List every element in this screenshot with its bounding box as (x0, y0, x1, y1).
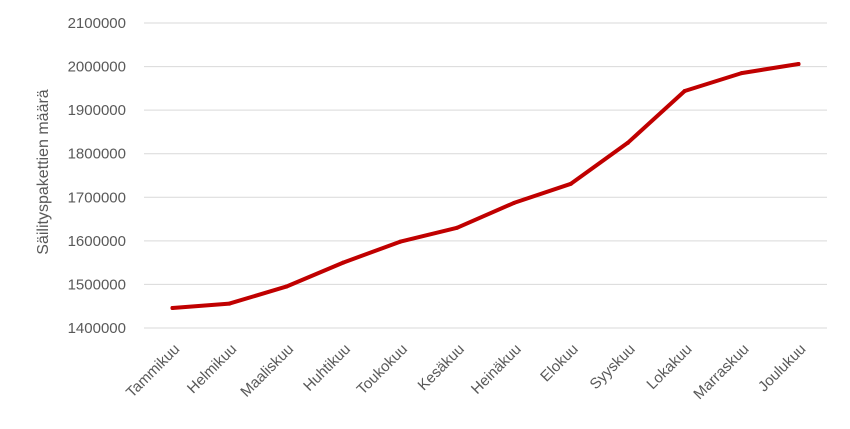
data-point (398, 239, 403, 244)
y-tick-label: 1800000 (68, 146, 126, 163)
data-point (511, 200, 516, 205)
series-group (170, 61, 801, 310)
y-axis-title: Säilityspakettien määrä (35, 89, 52, 255)
data-point (455, 225, 460, 230)
x-tick-label: Marraskuu (690, 341, 752, 403)
x-tick-label: Maaliskuu (237, 341, 297, 401)
data-point (796, 61, 801, 66)
y-tick-label: 2000000 (68, 59, 126, 76)
x-tick-label: Heinäkuu (468, 341, 525, 398)
data-point (170, 305, 175, 310)
data-point (284, 284, 289, 289)
data-point (227, 301, 232, 306)
x-tick-label: Tammikuu (123, 341, 183, 401)
x-tick-label: Toukokuu (354, 341, 411, 398)
y-tick-label: 1500000 (68, 276, 126, 293)
data-point (625, 140, 630, 145)
y-tick-label: 1600000 (68, 233, 126, 250)
data-point (682, 88, 687, 93)
data-point (568, 181, 573, 186)
x-tick-label: Syyskuu (587, 341, 639, 393)
x-tick-label: Joulukuu (755, 341, 809, 395)
y-tick-label: 1900000 (68, 102, 126, 119)
x-tick-label: Lokakuu (643, 341, 695, 393)
x-tick-label: Elokuu (537, 341, 581, 385)
data-point (341, 260, 346, 265)
y-tick-label: 2100000 (68, 15, 126, 32)
y-tick-label: 1700000 (68, 189, 126, 206)
x-tick-label: Kesäkuu (415, 341, 468, 394)
x-tick-label: Helmikuu (184, 341, 240, 397)
x-tick-label: Huhtikuu (300, 341, 354, 395)
data-point (739, 71, 744, 76)
y-tick-label: 1400000 (68, 320, 126, 337)
y-axis-tick-labels: 1400000 1500000 1600000 1700000 1800000 19000… (68, 15, 126, 337)
gridlines (144, 22, 827, 329)
series-line (170, 62, 801, 310)
